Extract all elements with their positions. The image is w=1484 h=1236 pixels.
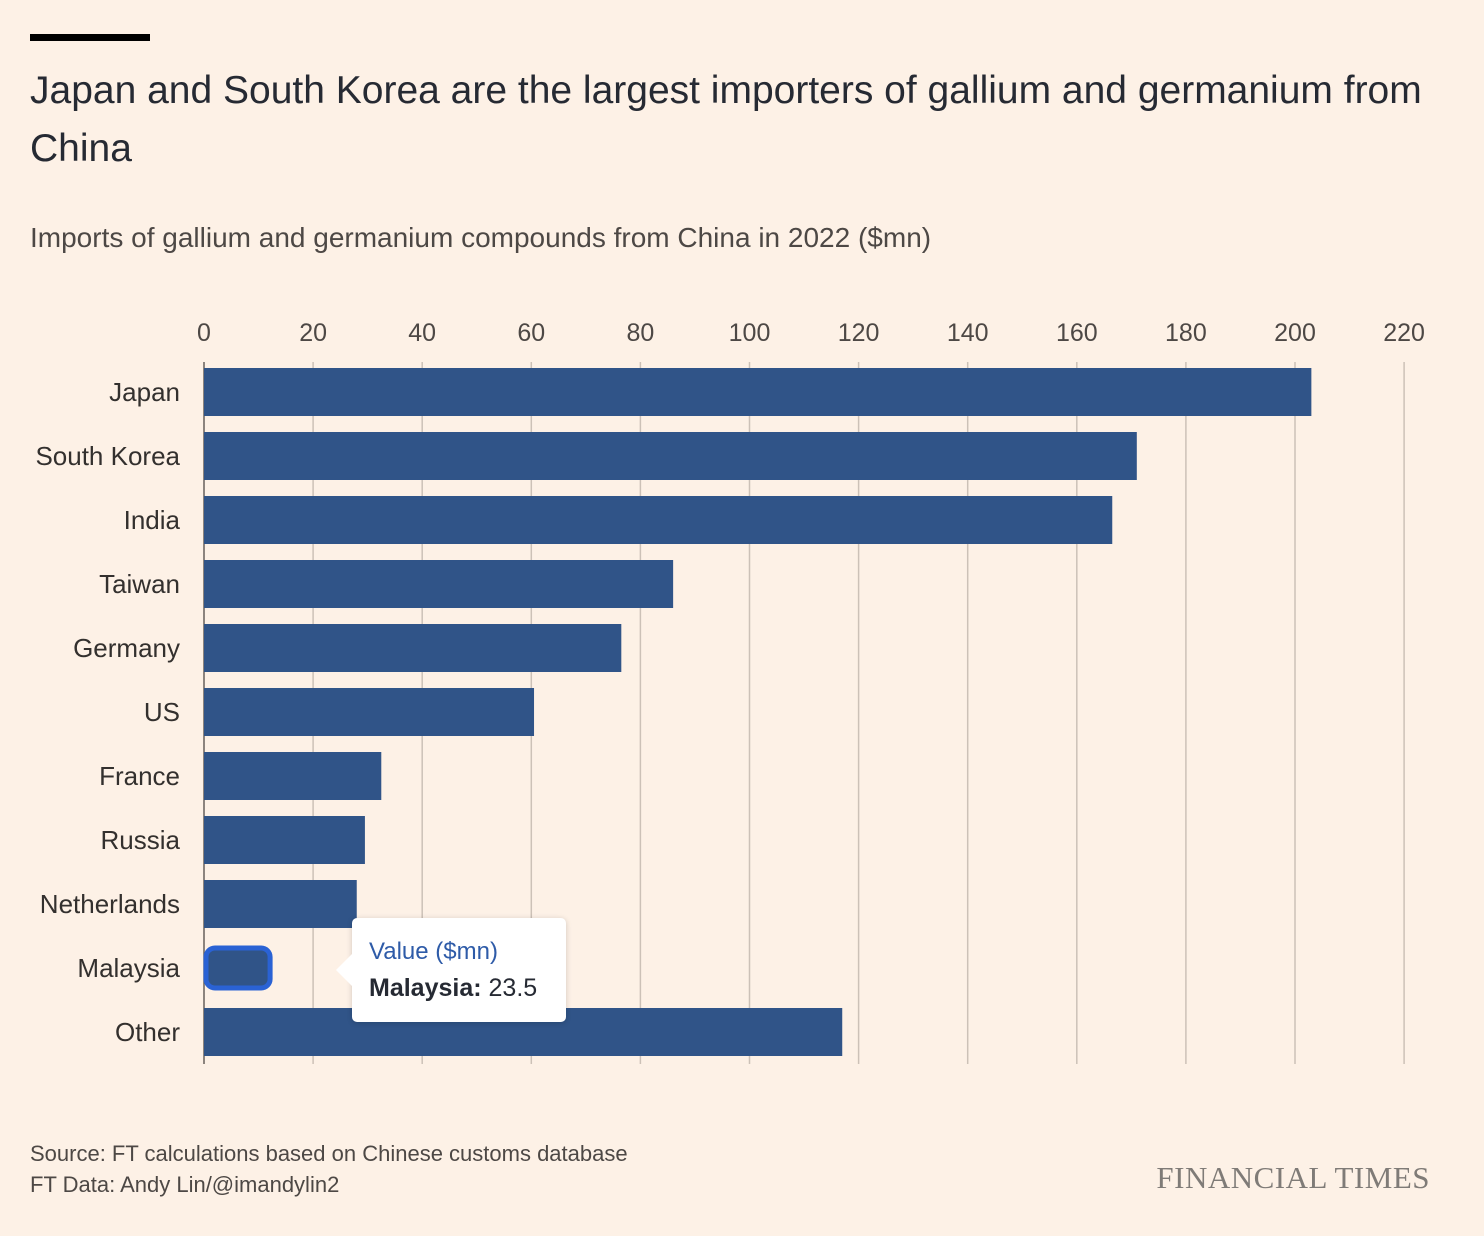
x-tick-label: 0: [197, 319, 211, 347]
bar[interactable]: [204, 432, 1137, 480]
tooltip-heading: Value ($mn): [369, 938, 498, 965]
category-label: Russia: [101, 825, 181, 855]
x-tick-label: 200: [1274, 319, 1316, 347]
category-labels: Japan South Korea India Taiwan Germany US Fran…: [35, 377, 180, 1047]
x-axis-ticks: 0 20 40 60 80 100 120 140 160 180 200 220: [197, 319, 1425, 347]
chart-subtitle: Imports of gallium and germanium compoun…: [30, 222, 932, 253]
tooltip-category: Malaysia:: [369, 974, 482, 1002]
bar[interactable]: [204, 880, 357, 928]
category-label: Malaysia: [77, 953, 180, 983]
category-label: Germany: [73, 633, 180, 663]
x-tick-label: 40: [408, 319, 436, 347]
bars: [203, 368, 1312, 1056]
category-label: Taiwan: [99, 569, 180, 599]
title-accent-bar: [30, 34, 150, 41]
bar[interactable]: [204, 752, 382, 800]
credit-note: FT Data: Andy Lin/@imandylin2: [30, 1172, 340, 1197]
category-label: South Korea: [35, 441, 180, 471]
tooltip-body: Malaysia: 23.5: [369, 974, 537, 1003]
value-tooltip: Value ($mn) Malaysia: 23.5: [336, 918, 566, 1022]
category-label: Netherlands: [40, 889, 180, 919]
bar[interactable]: [204, 560, 674, 608]
category-label: France: [99, 761, 180, 791]
bar[interactable]: [204, 368, 1312, 416]
footer: Source: FT calculations based on Chinese…: [30, 1138, 628, 1200]
source-note: Source: FT calculations based on Chinese…: [30, 1141, 628, 1166]
tooltip-value: 23.5: [488, 974, 538, 1002]
bar[interactable]: [204, 496, 1113, 544]
category-label: Other: [115, 1017, 180, 1047]
chart-title: Japan and South Korea are the largest im…: [30, 69, 1422, 170]
bar[interactable]: [204, 816, 365, 864]
x-tick-label: 20: [299, 319, 327, 347]
bar[interactable]: [204, 688, 535, 736]
bar[interactable]: [204, 624, 622, 672]
x-tick-label: 60: [517, 319, 545, 347]
x-tick-label: 140: [947, 319, 989, 347]
x-tick-label: 220: [1383, 319, 1425, 347]
ft-logo: FINANCIAL TIMES: [1156, 1160, 1430, 1195]
category-label: India: [124, 505, 181, 535]
bar-highlighted[interactable]: [203, 945, 273, 991]
category-label: Japan: [109, 377, 180, 407]
x-tick-label: 160: [1056, 319, 1098, 347]
x-tick-label: 180: [1165, 319, 1207, 347]
category-label: US: [144, 697, 180, 727]
bar-chart: 0 20 40 60 80 100 120 140 160 180 200 220 Japan Sout…: [35, 319, 1425, 1064]
x-tick-label: 100: [729, 319, 771, 347]
x-tick-label: 120: [838, 319, 880, 347]
x-tick-label: 80: [626, 319, 654, 347]
